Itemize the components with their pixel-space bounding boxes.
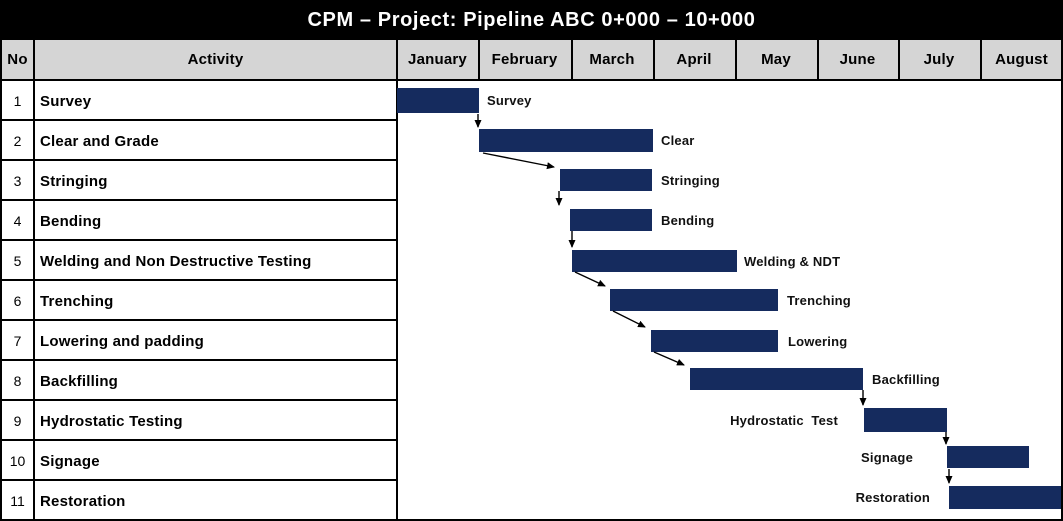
- dependency-arrow: [612, 310, 646, 328]
- dependency-arrow: [653, 351, 685, 366]
- row-divider: [2, 199, 396, 201]
- row-divider: [2, 359, 396, 361]
- month-header-may: May: [761, 51, 791, 68]
- gantt-bar: [572, 250, 737, 272]
- row-divider: [2, 239, 396, 241]
- activity-cell: Backfilling: [40, 372, 119, 390]
- row-number: 7: [13, 333, 22, 349]
- divider-activity-chart: [396, 40, 398, 521]
- gantt-bar: [651, 330, 778, 352]
- outer-border-left: [0, 0, 2, 521]
- gantt-bar: [570, 209, 652, 231]
- column-header-activity: Activity: [187, 51, 244, 68]
- activity-cell: Lowering and padding: [40, 332, 204, 350]
- month-divider: [898, 40, 900, 79]
- row-number: 4: [13, 213, 22, 229]
- row-number: 6: [13, 293, 22, 309]
- month-header-april: April: [676, 51, 712, 68]
- row-divider: [2, 319, 396, 321]
- month-divider: [980, 40, 982, 79]
- bar-label: Restoration: [855, 490, 930, 505]
- month-divider: [817, 40, 819, 79]
- header-row-background: [0, 40, 1063, 81]
- row-divider: [2, 119, 396, 121]
- activity-cell: Bending: [40, 212, 102, 230]
- row-divider: [2, 279, 396, 281]
- header-bottom-border: [0, 79, 1063, 81]
- month-divider: [571, 40, 573, 79]
- month-header-august: August: [995, 51, 1048, 68]
- bar-label: Welding & NDT: [744, 253, 841, 269]
- month-divider: [653, 40, 655, 79]
- activity-cell: Survey: [40, 92, 92, 110]
- month-divider: [478, 40, 480, 79]
- row-number: 11: [10, 493, 25, 509]
- row-number: 1: [13, 93, 22, 109]
- gantt-bar: [479, 129, 653, 152]
- gantt-bar: [864, 408, 947, 432]
- bar-label: Clear: [661, 133, 695, 148]
- bar-label: Lowering: [788, 333, 848, 349]
- gantt-bar: [947, 446, 1029, 468]
- month-header-june: June: [839, 51, 876, 68]
- dependency-arrow: [574, 271, 606, 287]
- row-number: 9: [13, 413, 22, 429]
- bar-label: Trenching: [787, 292, 851, 308]
- bar-label: Backfilling: [872, 371, 940, 387]
- month-header-july: July: [923, 51, 955, 68]
- gantt-bar: [610, 289, 778, 311]
- row-number: 3: [13, 173, 22, 189]
- month-header-march: March: [589, 51, 635, 68]
- row-number: 8: [13, 373, 22, 389]
- month-header-january: January: [408, 51, 467, 68]
- bar-label: Survey: [487, 93, 532, 108]
- activity-cell: Stringing: [40, 172, 108, 190]
- gantt-bar: [560, 169, 652, 191]
- activity-cell: Restoration: [40, 492, 126, 510]
- bar-label: Signage: [861, 449, 913, 465]
- row-divider: [2, 439, 396, 441]
- outer-border-bottom: [0, 519, 1063, 521]
- row-number: 10: [9, 453, 26, 469]
- outer-border-right: [1061, 0, 1063, 521]
- column-header-no: No: [7, 51, 28, 68]
- activity-cell: Trenching: [40, 292, 114, 310]
- bar-label: Hydrostatic Test: [730, 412, 838, 428]
- gantt-bar: [397, 88, 479, 113]
- row-number: 5: [13, 253, 22, 269]
- gantt-bar: [690, 368, 863, 390]
- row-number: 2: [13, 133, 22, 149]
- activity-cell: Welding and Non Destructive Testing: [40, 252, 312, 270]
- activity-cell: Clear and Grade: [40, 132, 159, 150]
- month-divider: [735, 40, 737, 79]
- month-header-february: February: [491, 51, 558, 68]
- gantt-bar: [949, 486, 1061, 509]
- dependency-arrow: [482, 152, 555, 170]
- activity-cell: Hydrostatic Testing: [40, 412, 183, 430]
- bar-label: Stringing: [661, 172, 720, 188]
- row-divider: [2, 159, 396, 161]
- activity-cell: Signage: [40, 452, 100, 470]
- bar-label: Bending: [661, 212, 715, 228]
- row-divider: [2, 399, 396, 401]
- row-divider: [2, 479, 396, 481]
- chart-title: CPM – Project: Pipeline ABC 0+000 – 10+0…: [0, 0, 1063, 40]
